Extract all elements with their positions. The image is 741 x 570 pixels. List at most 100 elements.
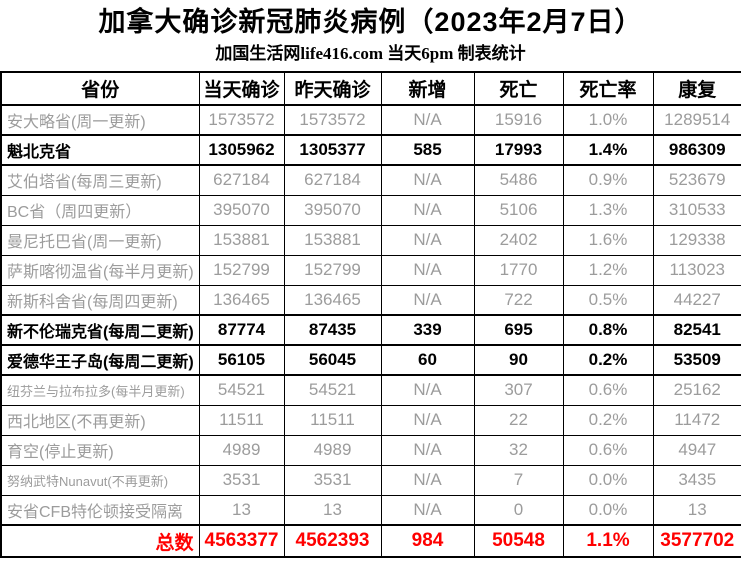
yesterday-confirmed-cell: 153881 bbox=[283, 224, 382, 256]
yesterday-confirmed-cell: 4989 bbox=[283, 434, 382, 466]
death-rate-cell: 0.6% bbox=[562, 434, 654, 466]
province-cell: 爱德华王子岛(每周二更新) bbox=[0, 344, 200, 376]
new-cases-cell: N/A bbox=[380, 494, 475, 526]
yesterday-confirmed-cell: 87435 bbox=[283, 314, 382, 346]
death-rate-cell: 1.0% bbox=[562, 104, 654, 136]
today-confirmed-cell: 4989 bbox=[198, 434, 285, 466]
new-cases-cell: N/A bbox=[380, 464, 475, 496]
province-cell: 曼尼托巴省(周一更新) bbox=[0, 224, 200, 256]
table-row: 安省CFB特伦顿接受隔离 13 13 N/A 0 0.0% 13 bbox=[0, 494, 741, 526]
header-province: 省份 bbox=[0, 71, 200, 106]
yesterday-confirmed-cell: 627184 bbox=[283, 164, 382, 196]
deaths-cell: 2402 bbox=[473, 224, 564, 256]
today-confirmed-cell: 627184 bbox=[198, 164, 285, 196]
table-row: 曼尼托巴省(周一更新) 153881 153881 N/A 2402 1.6% … bbox=[0, 224, 741, 256]
table-row: 西北地区(不再更新) 11511 11511 N/A 22 0.2% 11472 bbox=[0, 404, 741, 436]
recovered-cell: 113023 bbox=[652, 254, 741, 286]
death-rate-cell: 0.9% bbox=[562, 164, 654, 196]
deaths-cell: 5106 bbox=[473, 194, 564, 226]
deaths-cell: 15916 bbox=[473, 104, 564, 136]
yesterday-confirmed-cell: 11511 bbox=[283, 404, 382, 436]
deaths-cell: 5486 bbox=[473, 164, 564, 196]
death-rate-cell: 0.6% bbox=[562, 374, 654, 406]
deaths-cell: 695 bbox=[473, 314, 564, 346]
new-cases-cell: 339 bbox=[380, 314, 475, 346]
new-cases-cell: N/A bbox=[380, 224, 475, 256]
yesterday-confirmed-cell: 54521 bbox=[283, 374, 382, 406]
table-row: 新斯科舍省(每周四更新) 136465 136465 N/A 722 0.5% … bbox=[0, 284, 741, 316]
recovered-cell: 82541 bbox=[652, 314, 741, 346]
new-cases-cell: N/A bbox=[380, 104, 475, 136]
yesterday-confirmed-cell: 152799 bbox=[283, 254, 382, 286]
header-death-rate: 死亡率 bbox=[562, 71, 654, 106]
table-body: 安大略省(周一更新) 1573572 1573572 N/A 15916 1.0… bbox=[0, 104, 741, 526]
province-cell: 努纳武特Nunavut(不再更新) bbox=[0, 464, 200, 496]
province-cell: 育空(停止更新) bbox=[0, 434, 200, 466]
recovered-cell: 986309 bbox=[652, 134, 741, 166]
table-row: 魁北克省 1305962 1305377 585 17993 1.4% 9863… bbox=[0, 134, 741, 166]
page-subtitle: 加国生活网life416.com 当天6pm 制表统计 bbox=[215, 44, 526, 63]
province-cell: 新不伦瑞克省(每周二更新) bbox=[0, 314, 200, 346]
death-rate-cell: 0.2% bbox=[562, 344, 654, 376]
today-confirmed-cell: 54521 bbox=[198, 374, 285, 406]
province-cell: 魁北克省 bbox=[0, 134, 200, 166]
today-confirmed-cell: 153881 bbox=[198, 224, 285, 256]
total-today-cell: 4563377 bbox=[198, 524, 285, 558]
table-header: 省份 当天确诊 昨天确诊 新增 死亡 死亡率 康复 bbox=[0, 71, 741, 106]
recovered-cell: 53509 bbox=[652, 344, 741, 376]
today-confirmed-cell: 1305962 bbox=[198, 134, 285, 166]
total-yesterday-cell: 4562393 bbox=[283, 524, 382, 558]
today-confirmed-cell: 152799 bbox=[198, 254, 285, 286]
today-confirmed-cell: 3531 bbox=[198, 464, 285, 496]
new-cases-cell: N/A bbox=[380, 254, 475, 286]
province-cell: 艾伯塔省(每周三更新) bbox=[0, 164, 200, 196]
death-rate-cell: 0.0% bbox=[562, 464, 654, 496]
recovered-cell: 1289514 bbox=[652, 104, 741, 136]
today-confirmed-cell: 395070 bbox=[198, 194, 285, 226]
recovered-cell: 4947 bbox=[652, 434, 741, 466]
table-row: BC省（周四更新） 395070 395070 N/A 5106 1.3% 31… bbox=[0, 194, 741, 226]
recovered-cell: 13 bbox=[652, 494, 741, 526]
recovered-cell: 44227 bbox=[652, 284, 741, 316]
deaths-cell: 307 bbox=[473, 374, 564, 406]
deaths-cell: 90 bbox=[473, 344, 564, 376]
yesterday-confirmed-cell: 1305377 bbox=[283, 134, 382, 166]
table-row: 育空(停止更新) 4989 4989 N/A 32 0.6% 4947 bbox=[0, 434, 741, 466]
province-cell: 萨斯喀彻温省(每半月更新) bbox=[0, 254, 200, 286]
table-footer: 总数 4563377 4562393 984 50548 1.1% 357770… bbox=[0, 524, 741, 558]
recovered-cell: 523679 bbox=[652, 164, 741, 196]
today-confirmed-cell: 1573572 bbox=[198, 104, 285, 136]
new-cases-cell: N/A bbox=[380, 194, 475, 226]
yesterday-confirmed-cell: 3531 bbox=[283, 464, 382, 496]
new-cases-cell: N/A bbox=[380, 404, 475, 436]
province-cell: 安省CFB特伦顿接受隔离 bbox=[0, 494, 200, 526]
total-death-rate-cell: 1.1% bbox=[562, 524, 654, 558]
today-confirmed-cell: 13 bbox=[198, 494, 285, 526]
covid-stats-table: 省份 当天确诊 昨天确诊 新增 死亡 死亡率 康复 安大略省(周一更新) 157… bbox=[0, 71, 741, 558]
total-recovered-cell: 3577702 bbox=[652, 524, 741, 558]
new-cases-cell: N/A bbox=[380, 164, 475, 196]
province-cell: 纽芬兰与拉布拉多(每半月更新) bbox=[0, 374, 200, 406]
total-row: 总数 4563377 4562393 984 50548 1.1% 357770… bbox=[0, 524, 741, 558]
deaths-cell: 7 bbox=[473, 464, 564, 496]
header-row: 省份 当天确诊 昨天确诊 新增 死亡 死亡率 康复 bbox=[0, 71, 741, 106]
yesterday-confirmed-cell: 1573572 bbox=[283, 104, 382, 136]
province-cell: 安大略省(周一更新) bbox=[0, 104, 200, 136]
deaths-cell: 32 bbox=[473, 434, 564, 466]
death-rate-cell: 1.3% bbox=[562, 194, 654, 226]
table-row: 爱德华王子岛(每周二更新) 56105 56045 60 90 0.2% 535… bbox=[0, 344, 741, 376]
deaths-cell: 722 bbox=[473, 284, 564, 316]
yesterday-confirmed-cell: 136465 bbox=[283, 284, 382, 316]
yesterday-confirmed-cell: 56045 bbox=[283, 344, 382, 376]
death-rate-cell: 1.4% bbox=[562, 134, 654, 166]
death-rate-cell: 0.5% bbox=[562, 284, 654, 316]
header-new-cases: 新增 bbox=[380, 71, 475, 106]
total-label: 总数 bbox=[0, 524, 200, 558]
recovered-cell: 3435 bbox=[652, 464, 741, 496]
total-new-cell: 984 bbox=[380, 524, 475, 558]
recovered-cell: 129338 bbox=[652, 224, 741, 256]
table-row: 新不伦瑞克省(每周二更新) 87774 87435 339 695 0.8% 8… bbox=[0, 314, 741, 346]
new-cases-cell: 585 bbox=[380, 134, 475, 166]
header-yesterday-confirmed: 昨天确诊 bbox=[283, 71, 382, 106]
page-title: 加拿大确诊新冠肺炎病例（2023年2月7日） bbox=[98, 7, 643, 37]
